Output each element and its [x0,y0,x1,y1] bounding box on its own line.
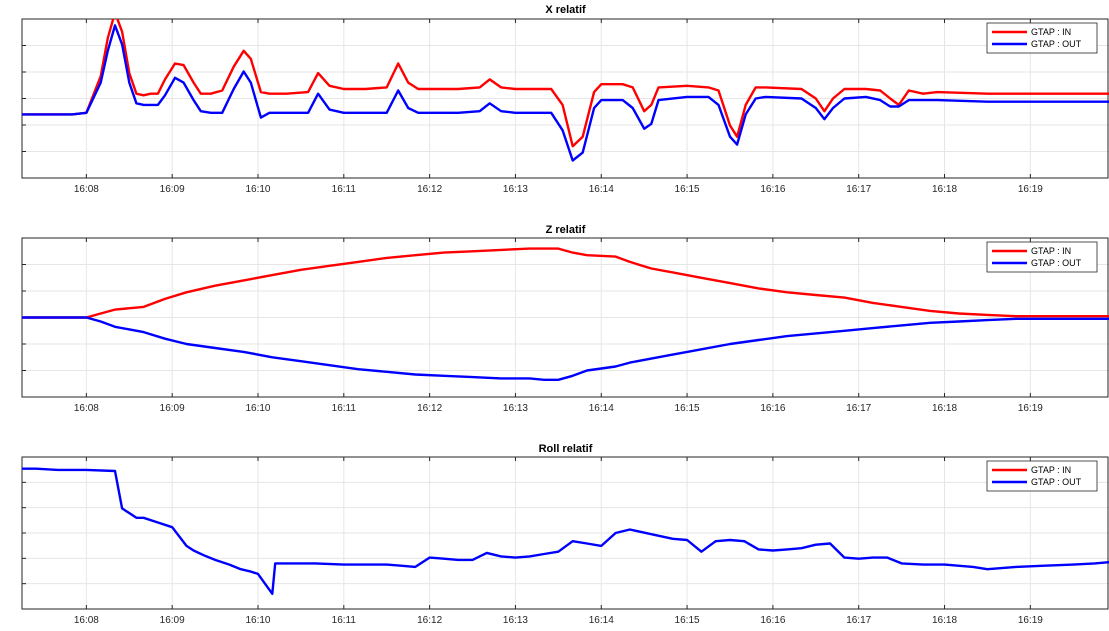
x-tick-label: 16:18 [932,615,957,626]
panel-3: Roll relatif 16:08 16:09 16:10 16:11 16:12 16:… [21,443,1109,626]
legend-label: GTAP : OUT [1031,39,1082,49]
x-tick-label: 16:12 [417,184,442,195]
x-tick-label: 16:14 [589,184,614,195]
x-tick-label: 16:17 [846,403,871,414]
x-tick-label: 16:15 [675,403,700,414]
x-tick-label: 16:11 [332,184,357,195]
x-tick-label: 16:19 [1018,184,1043,195]
x-tick-label: 16:09 [160,615,185,626]
x-tick-label: 16:17 [846,184,871,195]
axes-box [21,456,1109,610]
legend-box [986,22,1098,54]
x-tick-label: 16:18 [932,403,957,414]
panel-title: Roll relatif [539,443,593,455]
legend-label: GTAP : IN [1031,27,1071,37]
x-tick-label: 16:10 [245,403,270,414]
x-tick-label: 16:14 [589,403,614,414]
legend-label: GTAP : IN [1031,246,1071,256]
x-tick-label: 16:08 [74,184,99,195]
panel-1: X relatif 16:08 16:09 16:10 16:11 16:12 16:13 1… [21,4,1109,195]
x-tick-label: 16:09 [160,184,185,195]
x-tick-label: 16:15 [675,184,700,195]
panel-title: Z relatif [546,224,586,236]
x-tick-label: 16:15 [675,615,700,626]
x-tick-label: 16:17 [846,615,871,626]
axes-box [21,18,1109,179]
series-line-gtap-out [22,24,1109,162]
x-tick-label: 16:13 [503,403,528,414]
x-tick-label: 16:08 [74,615,99,626]
x-tick-label: 16:09 [160,403,185,414]
legend: GTAP : IN GTAP : OUT [986,22,1098,54]
x-tick-label: 16:13 [503,615,528,626]
x-tick-label: 16:11 [332,403,357,414]
legend-label: GTAP : OUT [1031,477,1082,487]
legend-label: GTAP : IN [1031,465,1071,475]
x-tick-label: 16:08 [74,403,99,414]
x-tick-label: 16:13 [503,184,528,195]
x-tick-label: 16:10 [245,615,270,626]
series-line-gtap-out [22,467,1109,595]
x-tick-label: 16:12 [417,615,442,626]
x-tick-label: 16:16 [760,615,785,626]
legend: GTAP : IN GTAP : OUT [986,241,1098,273]
x-tick-label: 16:19 [1018,403,1043,414]
series-line-gtap-in [22,247,1109,319]
legend-box [986,460,1098,492]
legend-label: GTAP : OUT [1031,258,1082,268]
series-line-gtap-out [22,316,1109,381]
x-tick-label: 16:14 [589,615,614,626]
x-tick-label: 16:16 [760,403,785,414]
x-tick-label: 16:11 [332,615,357,626]
legend-box [986,241,1098,273]
panel-2: Z relatif 16:08 16:09 16:10 16:11 16:12 16:13 1… [21,224,1109,414]
x-tick-label: 16:10 [245,184,270,195]
legend: GTAP : IN GTAP : OUT [986,460,1098,492]
panel-title: X relatif [545,4,586,16]
x-tick-label: 16:16 [760,184,785,195]
x-tick-label: 16:12 [417,403,442,414]
x-tick-label: 16:19 [1018,615,1043,626]
x-tick-label: 16:18 [932,184,957,195]
series-line-gtap-in [22,19,1109,148]
